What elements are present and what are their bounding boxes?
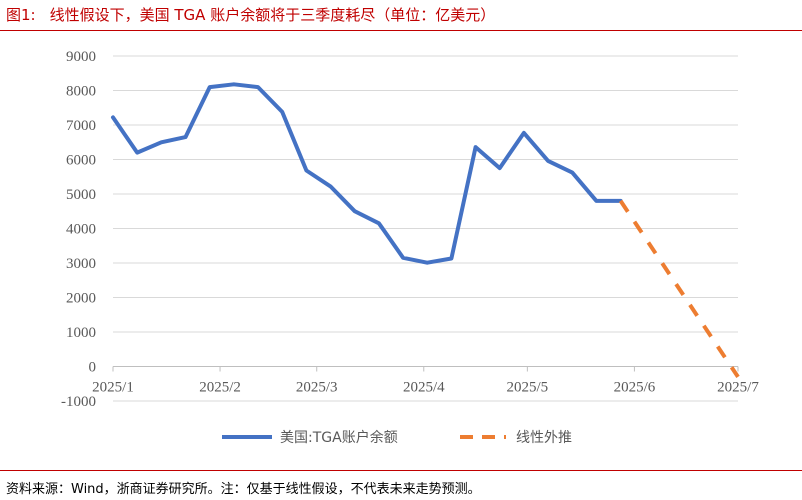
x-tick-label-3: 2025/4 <box>403 380 445 396</box>
y-tick-label-0: -1000 <box>61 394 96 410</box>
legend: 美国:TGA账户余额 线性外推 <box>222 429 572 446</box>
x-tick-label-2: 2025/3 <box>296 380 338 396</box>
y-tick-label-3: 2000 <box>66 291 96 307</box>
series-lines <box>111 82 740 379</box>
x-tick-label-5: 2025/6 <box>614 380 656 396</box>
gridlines <box>113 55 738 402</box>
series-line-0 <box>111 82 623 265</box>
figure-title-text: 线性假设下，美国 TGA 账户余额将于三季度耗尽（单位：亿美元） <box>49 6 496 24</box>
tga-line-chart: -1000 0 1000 2000 3000 4000 5000 6000 7000 8000 90… <box>61 49 759 446</box>
y-axis-ticks: -1000 0 1000 2000 3000 4000 5000 6000 7000 8000 90… <box>61 49 96 410</box>
y-tick-label-6: 5000 <box>66 187 96 203</box>
title-divider <box>0 30 802 31</box>
y-tick-label-1: 0 <box>89 360 97 376</box>
y-tick-label-5: 4000 <box>66 222 96 238</box>
figure-title: 图1: 线性假设下，美国 TGA 账户余额将于三季度耗尽（单位：亿美元） <box>6 4 495 25</box>
series-line-1 <box>618 199 740 379</box>
source-note: 资料来源：Wind，浙商证券研究所。注：仅基于线性假设，不代表未来走势预测。 <box>6 482 481 497</box>
source-divider <box>0 470 802 471</box>
y-tick-label-4: 3000 <box>66 256 96 272</box>
legend-label-1: 线性外推 <box>516 430 572 446</box>
y-tick-label-2: 1000 <box>66 325 96 341</box>
legend-label-0: 美国:TGA账户余额 <box>280 429 398 446</box>
figure-number: 图1: <box>6 6 36 24</box>
y-tick-label-9: 8000 <box>66 84 96 100</box>
y-tick-label-7: 6000 <box>66 153 96 169</box>
x-tick-label-6: 2025/7 <box>717 380 759 396</box>
y-tick-label-8: 7000 <box>66 118 96 134</box>
x-tick-label-4: 2025/5 <box>507 380 549 396</box>
x-tick-label-0: 2025/1 <box>92 380 134 396</box>
x-tick-label-1: 2025/2 <box>199 380 241 396</box>
x-axis: 2025/1 2025/2 2025/3 2025/4 2025/5 2025/6 2025… <box>92 366 759 396</box>
y-tick-label-10: 9000 <box>66 49 96 65</box>
